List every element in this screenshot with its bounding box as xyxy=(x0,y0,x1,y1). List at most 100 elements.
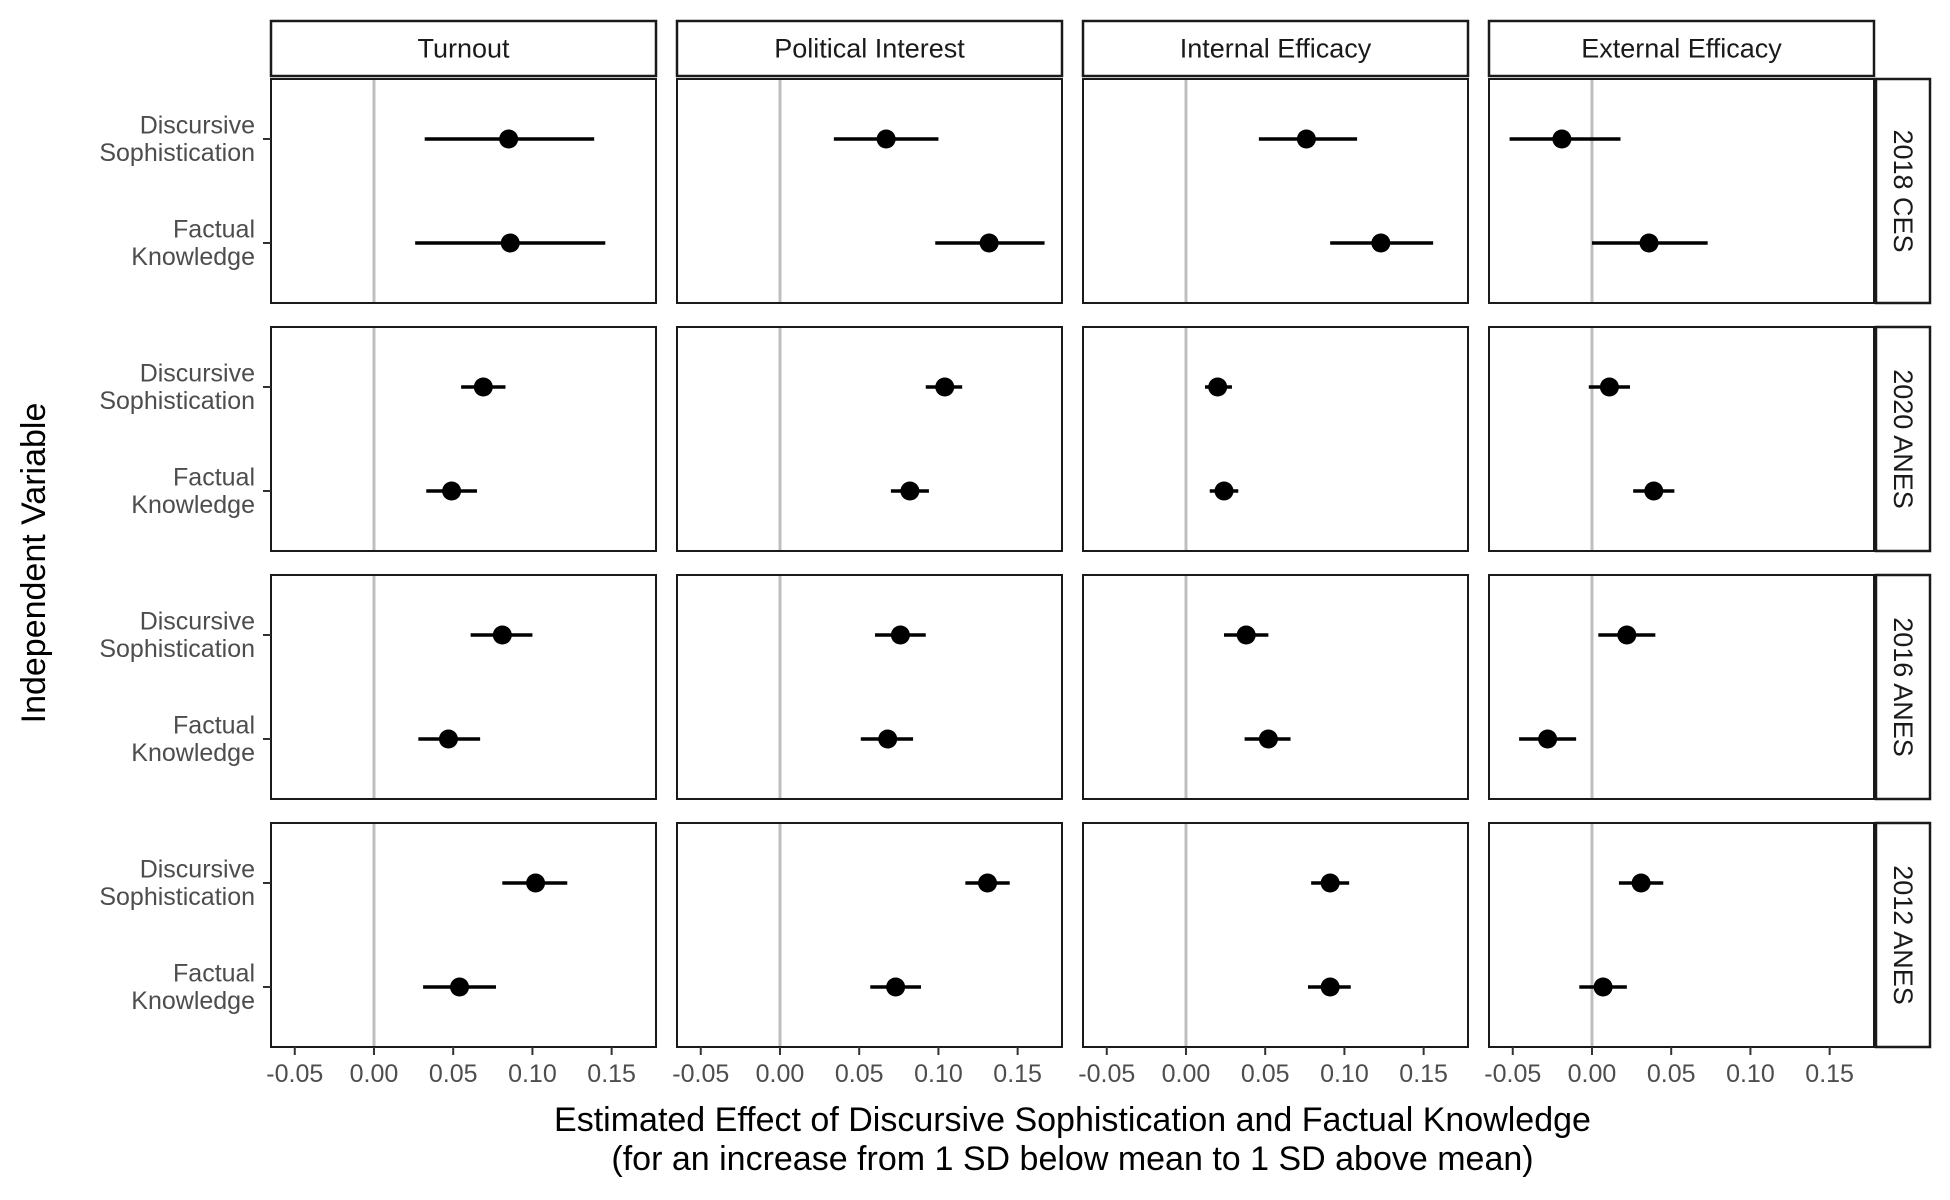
x-tick-label: 0.05 xyxy=(835,1060,884,1088)
point-estimate-fk xyxy=(1214,481,1234,501)
point-estimate-ds xyxy=(876,129,896,149)
column-strips: Turnout Political Interest Internal Effica… xyxy=(269,19,1876,78)
x-tick-label: 0.00 xyxy=(350,1060,399,1088)
strip-label: External Efficacy xyxy=(1581,34,1782,64)
strip-box xyxy=(269,19,658,78)
x-tick-label: 0.00 xyxy=(1162,1060,1211,1088)
point-estimate-fk xyxy=(878,729,898,749)
point-estimate-fk xyxy=(450,977,470,997)
panel-border xyxy=(1082,326,1469,552)
strip-box xyxy=(675,19,1064,78)
strip-label: 2018 CES xyxy=(1888,129,1918,252)
point-estimate-fk xyxy=(1644,481,1664,501)
point-estimate-ds xyxy=(935,377,955,397)
x-tick-label: 0.10 xyxy=(914,1060,963,1088)
panel-2016-anes-internal-efficacy xyxy=(1082,574,1469,800)
point-estimate-fk xyxy=(1639,233,1659,253)
strip-label: Political Interest xyxy=(774,34,965,64)
point-estimate-fk xyxy=(979,233,999,253)
y-axis-title: Independent Variable xyxy=(15,403,53,724)
panel-border xyxy=(1082,574,1469,800)
x-tick-label: 0.10 xyxy=(1320,1060,1369,1088)
x-tick-label: 0.15 xyxy=(1805,1060,1854,1088)
strip-2016-anes: 2016 ANES xyxy=(1874,573,1932,801)
facet-panels xyxy=(270,78,1875,1048)
panel-2016-anes-external-efficacy xyxy=(1488,574,1875,800)
panel-border xyxy=(676,326,1063,552)
panel-2020-anes-turnout xyxy=(270,326,657,552)
x-axis: -0.05 0.00 0.05 0.10 0.15 -0.05 0.00 0.05 0.10 0.… xyxy=(266,1047,1854,1088)
x-tick-label: 0.15 xyxy=(587,1060,636,1088)
panel-2018-ces-internal-efficacy xyxy=(1082,78,1469,304)
panel-2012-anes-internal-efficacy xyxy=(1082,822,1469,1048)
strip-box xyxy=(1874,77,1932,305)
panel-2020-anes-internal-efficacy xyxy=(1082,326,1469,552)
strip-label: Turnout xyxy=(417,34,510,64)
panel-2012-anes-political-interest xyxy=(676,822,1063,1048)
strip-2020-anes: 2020 ANES xyxy=(1874,325,1932,553)
x-tick-label: -0.05 xyxy=(1078,1060,1135,1088)
point-estimate-ds xyxy=(1617,625,1637,645)
panel-border xyxy=(1488,326,1875,552)
x-tick-label: 0.15 xyxy=(1399,1060,1448,1088)
x-tick-label: 0.05 xyxy=(429,1060,478,1088)
y-axis: Discursive Sophistication Factual Knowledge… xyxy=(99,112,271,1016)
y-tick-label: Factual Knowledge xyxy=(131,712,255,768)
x-tick-label: -0.05 xyxy=(1484,1060,1541,1088)
panel-2018-ces-external-efficacy xyxy=(1488,78,1875,304)
panel-border xyxy=(1488,574,1875,800)
y-tick-label: Factual Knowledge xyxy=(131,960,255,1016)
panel-border xyxy=(270,326,657,552)
strip-internal-efficacy: Internal Efficacy xyxy=(1081,19,1470,78)
panel-2012-anes-turnout xyxy=(270,822,657,1048)
point-estimate-ds xyxy=(1552,129,1572,149)
point-estimate-ds xyxy=(1599,377,1619,397)
point-estimate-ds xyxy=(473,377,493,397)
panel-border xyxy=(270,574,657,800)
point-estimate-fk xyxy=(442,481,462,501)
panel-2016-anes-political-interest xyxy=(676,574,1063,800)
y-tick-label: Factual Knowledge xyxy=(131,464,255,520)
x-tick-label: 0.10 xyxy=(508,1060,557,1088)
x-tick-label: 0.15 xyxy=(993,1060,1042,1088)
point-estimate-fk xyxy=(1593,977,1613,997)
panel-border xyxy=(270,78,657,304)
y-tick-label: Discursive Sophistication xyxy=(99,360,255,416)
panel-2012-anes-external-efficacy xyxy=(1488,822,1875,1048)
x-tick-label: 0.05 xyxy=(1647,1060,1696,1088)
panel-2016-anes-turnout xyxy=(270,574,657,800)
x-tick-label: -0.05 xyxy=(266,1060,323,1088)
panel-2020-anes-political-interest xyxy=(676,326,1063,552)
point-estimate-ds xyxy=(978,873,998,893)
point-estimate-ds xyxy=(492,625,512,645)
strip-label: 2012 ANES xyxy=(1888,865,1918,1005)
y-tick-label: Discursive Sophistication xyxy=(99,856,255,912)
point-estimate-ds xyxy=(1320,873,1340,893)
x-tick-label: -0.05 xyxy=(672,1060,729,1088)
strip-box xyxy=(1487,19,1876,78)
strip-box xyxy=(1081,19,1470,78)
strip-box xyxy=(1874,325,1932,553)
point-estimate-ds xyxy=(499,129,519,149)
panel-border xyxy=(270,822,657,1048)
strip-external-efficacy: External Efficacy xyxy=(1487,19,1876,78)
point-estimate-fk xyxy=(1538,729,1558,749)
point-estimate-ds xyxy=(890,625,910,645)
x-tick-label: 0.10 xyxy=(1726,1060,1775,1088)
point-estimate-ds xyxy=(526,873,546,893)
point-estimate-ds xyxy=(1208,377,1228,397)
point-estimate-ds xyxy=(1296,129,1316,149)
point-estimate-fk xyxy=(886,977,906,997)
panel-2018-ces-turnout xyxy=(270,78,657,304)
panel-border xyxy=(1082,822,1469,1048)
y-tick-label: Factual Knowledge xyxy=(131,216,255,272)
panel-border xyxy=(1082,78,1469,304)
panel-border xyxy=(676,822,1063,1048)
x-tick-label: 0.00 xyxy=(1568,1060,1617,1088)
x-tick-label: 0.05 xyxy=(1241,1060,1290,1088)
panel-border xyxy=(1488,822,1875,1048)
y-tick-label: Discursive Sophistication xyxy=(99,608,255,664)
point-estimate-fk xyxy=(1371,233,1391,253)
strip-turnout: Turnout xyxy=(269,19,658,78)
